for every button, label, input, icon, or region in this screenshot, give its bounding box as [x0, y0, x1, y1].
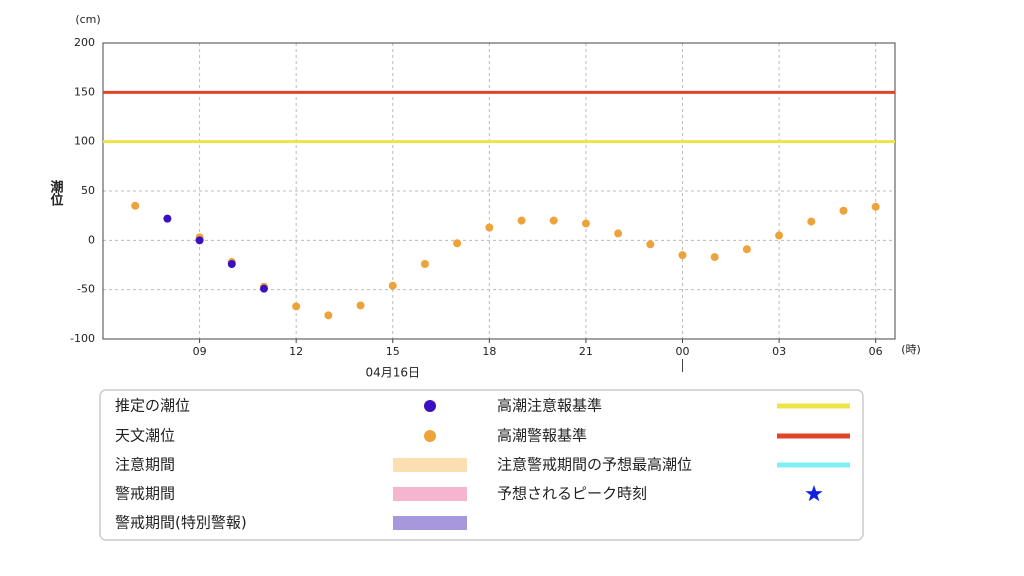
data-point — [678, 251, 687, 260]
x-tick-label: 21 — [579, 345, 593, 358]
data-point — [742, 245, 751, 254]
y-tick-label: 150 — [74, 85, 95, 98]
y-unit: (cm) — [75, 13, 100, 26]
data-point — [839, 206, 848, 215]
data-point — [646, 240, 655, 249]
data-point — [453, 239, 462, 248]
data-point — [614, 229, 623, 238]
data-point — [807, 217, 816, 226]
date-label: 04月16日 — [365, 366, 420, 380]
legend-label: 推定の潮位 — [115, 397, 190, 415]
data-point — [420, 260, 429, 269]
legend-label: 高潮注意報基準 — [497, 397, 602, 415]
data-point — [356, 301, 365, 310]
plot-frame — [102, 42, 896, 340]
legend-label: 高潮警報基準 — [497, 427, 587, 445]
legend-swatch — [424, 400, 436, 412]
legend-swatch — [393, 516, 467, 530]
legend-swatch — [393, 487, 467, 501]
data-point — [871, 202, 880, 211]
legend-swatch — [424, 430, 436, 442]
x-tick-label: 09 — [193, 345, 207, 358]
data-point — [195, 236, 204, 245]
x-tick-label: 00 — [676, 345, 690, 358]
data-point — [581, 219, 590, 228]
data-point — [710, 253, 719, 262]
x-tick-label: 12 — [289, 345, 303, 358]
legend-box — [99, 389, 864, 541]
legend-label: 注意期間 — [115, 456, 175, 474]
legend-label: 予想されるピーク時刻 — [497, 485, 647, 503]
y-tick-label: -100 — [70, 332, 95, 345]
x-tick-label: 06 — [869, 345, 883, 358]
y-tick-label: 200 — [74, 36, 95, 49]
data-point — [388, 281, 397, 290]
x-unit: (時) — [901, 343, 921, 356]
y-tick-label: 100 — [74, 135, 95, 148]
data-point — [517, 216, 526, 225]
legend-swatch — [393, 458, 467, 472]
data-point — [163, 214, 172, 223]
legend-label: 注意警戒期間の予想最高潮位 — [497, 456, 692, 474]
data-point — [259, 284, 268, 293]
legend-label: 警戒期間(特別警報) — [115, 514, 247, 532]
y-tick-label: -50 — [77, 283, 95, 296]
y-tick-label: 50 — [81, 184, 95, 197]
data-point — [775, 231, 784, 240]
legend-label: 警戒期間 — [115, 485, 175, 503]
data-point — [131, 201, 140, 210]
y-axis-label: 潮位 — [48, 179, 64, 207]
data-point — [549, 216, 558, 225]
y-tick-label: 0 — [88, 233, 95, 246]
data-point — [292, 302, 301, 311]
x-tick-label: 15 — [386, 345, 400, 358]
data-point — [227, 260, 236, 269]
legend-swatch — [805, 485, 823, 502]
x-tick-label: 03 — [772, 345, 786, 358]
data-point — [485, 223, 494, 232]
legend-label: 天文潮位 — [115, 427, 175, 445]
data-point — [324, 311, 333, 320]
x-tick-label: 18 — [482, 345, 496, 358]
